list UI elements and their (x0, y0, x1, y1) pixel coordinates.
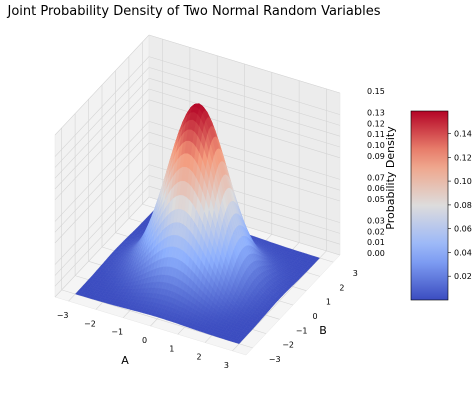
left-grid-line-z (54, 88, 150, 190)
x-tick-label: 1 (169, 344, 174, 353)
x-tick-label: 2 (197, 353, 202, 362)
z-tick-label: 0.09 (367, 152, 385, 161)
z-tick-labels: 0.00 0.01 0.020.03 0.05 0.06 0.07 0.09 0.10 0.11… (367, 87, 385, 258)
colorbar-tick-labels: 0.02 0.04 0.06 0.08 0.10 0.12 0.14 (448, 130, 472, 281)
z-tick-label: 0.13 (367, 109, 385, 118)
x-axis-label: A (121, 354, 129, 367)
colorbar-tick-label: 0.10 (454, 177, 472, 186)
colorbar-tick-label: 0.08 (454, 201, 472, 210)
left-grid-line-z (54, 67, 150, 168)
y-axis-label: B (319, 324, 327, 337)
x-tick-labels: −3 −2 −1 0 1 2 3 (57, 311, 229, 370)
y-tick-label: 3 (353, 269, 358, 278)
back-grid-line-z (148, 99, 341, 159)
z-tick-label: 0.07 (367, 173, 385, 182)
back-grid-line-z (148, 67, 341, 126)
z-tick-label: 0.00 (367, 249, 385, 258)
colorbar-tick-label: 0.02 (454, 272, 472, 281)
x-tick-label: 0 (142, 336, 147, 345)
colorbar-tick-label: 0.14 (454, 130, 472, 139)
left-grid-line-z (54, 99, 150, 201)
z-tick-label: 0.10 (367, 141, 385, 150)
left-grid-line-z (54, 196, 150, 298)
left-grid-line-z (54, 142, 150, 244)
colorbar (410, 110, 449, 301)
left-grid-line-z (54, 175, 150, 276)
y-tick-label: −2 (282, 341, 294, 350)
left-grid-line-z (54, 121, 150, 222)
x-tick-label: −1 (111, 328, 123, 337)
z-tick-label: 0.03 (367, 217, 385, 226)
z-tick-label: 0.15 (367, 87, 385, 96)
chart-title: Joint Probability Density of Two Normal … (7, 4, 381, 19)
z-tick-label: 0.12 (367, 119, 385, 128)
x-tick-label: 3 (224, 361, 229, 370)
left-grid-line-z (54, 164, 150, 265)
left-grid-line-z (54, 56, 150, 157)
colorbar-tick-label: 0.04 (454, 249, 472, 258)
colorbar-tick-label: 0.06 (454, 225, 472, 234)
back-grid-line-z (148, 77, 341, 137)
z-tick-label: 0.01 (367, 238, 385, 247)
z-tick-label: 0.02 (367, 227, 385, 236)
surface-mesh (75, 103, 320, 344)
y-tick-label: −1 (296, 326, 308, 335)
y-tick-label: 1 (326, 298, 331, 307)
y-tick-label: 2 (339, 283, 344, 292)
left-grid-line-z (54, 34, 150, 136)
x-tick-label: −3 (57, 311, 69, 320)
y-tick-label: 0 (312, 312, 317, 321)
surface-facet (235, 340, 242, 344)
z-tick-label: 0.11 (367, 130, 385, 139)
back-grid-line-z (148, 88, 341, 148)
left-grid-line-z (54, 77, 150, 179)
left-grid-line-z (54, 131, 150, 233)
z-axis-label: Probability Density (384, 126, 397, 230)
left-grid-line-z (54, 185, 150, 287)
z-tick-label: 0.05 (367, 195, 385, 204)
z-tick-label: 0.06 (367, 184, 385, 193)
y-tick-label: −3 (269, 355, 281, 364)
back-grid-line-z (148, 34, 341, 94)
back-grid-line-z (148, 56, 341, 115)
x-tick-label: −2 (84, 319, 96, 328)
colorbar-tick-label: 0.12 (454, 153, 472, 162)
